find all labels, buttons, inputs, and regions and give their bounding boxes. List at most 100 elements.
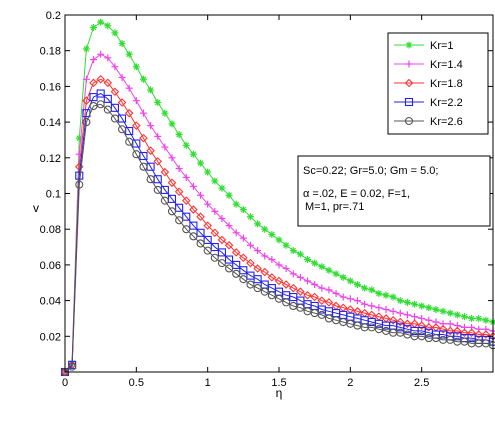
data-point [175, 216, 184, 225]
data-point [160, 167, 170, 177]
data-point [346, 277, 354, 285]
data-point [353, 297, 361, 305]
data-point [96, 89, 105, 98]
x-tick-label: 1 [205, 377, 211, 389]
data-point [396, 309, 404, 317]
data-point [90, 23, 98, 31]
data-point [438, 324, 448, 334]
data-point [68, 362, 77, 371]
data-point [196, 239, 205, 248]
data-point [274, 276, 284, 286]
data-point [339, 293, 347, 301]
data-point [396, 297, 404, 305]
data-point [460, 313, 468, 321]
data-point [175, 131, 183, 139]
data-point [181, 196, 191, 205]
data-point [203, 235, 212, 244]
data-point [439, 307, 447, 315]
data-point [174, 187, 184, 196]
data-point [232, 260, 241, 269]
data-point [446, 320, 454, 328]
legend-label: Kr=1.4 [430, 59, 463, 71]
data-point [204, 200, 212, 208]
legend-swatch-marker [404, 116, 414, 126]
data-point [225, 191, 233, 199]
data-point [189, 221, 198, 230]
data-point [453, 326, 462, 336]
data-point [167, 178, 177, 188]
data-point [203, 221, 212, 230]
data-point [197, 191, 205, 199]
data-point [274, 294, 284, 303]
data-point [253, 264, 262, 273]
data-point [403, 319, 412, 329]
data-point [310, 292, 319, 302]
data-point [182, 212, 191, 221]
data-point [382, 291, 390, 299]
series-line [64, 92, 494, 373]
data-point [346, 295, 354, 303]
data-point [225, 255, 234, 264]
data-point [382, 306, 390, 314]
data-point [232, 269, 241, 278]
data-point [132, 150, 141, 159]
data-point [189, 232, 198, 241]
x-tick-label: 0 [62, 377, 68, 389]
data-point [231, 248, 241, 257]
data-point [389, 307, 397, 315]
data-point [474, 330, 484, 339]
data-point [146, 146, 155, 155]
legend-swatch-marker [404, 78, 414, 88]
data-point [139, 109, 147, 117]
legend-swatch-marker [404, 97, 414, 107]
legend-item: Kr=2.2 [394, 97, 463, 109]
data-point [82, 45, 90, 53]
data-point [260, 267, 270, 277]
data-point [304, 256, 312, 264]
data-point [282, 241, 290, 249]
data-point [246, 258, 255, 268]
data-point [118, 125, 127, 134]
data-point [296, 250, 304, 258]
data-point [117, 98, 127, 107]
data-point [246, 213, 254, 221]
data-point [103, 78, 113, 88]
data-point [196, 212, 205, 221]
data-point [182, 225, 191, 234]
data-point [353, 281, 361, 289]
legend-swatch-marker [405, 41, 413, 49]
legend-item: Kr=1.8 [394, 78, 463, 90]
data-point [445, 326, 455, 336]
data-point [253, 275, 262, 284]
data-point [82, 75, 90, 83]
data-point [217, 248, 226, 257]
data-point [296, 287, 305, 296]
data-point [160, 196, 169, 205]
data-point [189, 205, 198, 214]
data-point [196, 228, 205, 237]
data-point [425, 304, 433, 312]
x-tick-label: 2.5 [414, 377, 429, 389]
data-point [110, 114, 119, 123]
data-point [182, 173, 190, 181]
data-point [411, 300, 419, 308]
data-point [325, 286, 333, 294]
data-point [82, 96, 91, 105]
data-point [90, 56, 98, 64]
y-tick-label: 0.12 [40, 153, 61, 165]
data-point [210, 243, 219, 252]
data-point [332, 270, 340, 278]
data-point [211, 177, 219, 185]
data-point [425, 316, 433, 324]
annotation-line-1: Sc=0.22; Gr=5.0; Gm = 5.0; [303, 165, 438, 177]
data-point [239, 266, 248, 275]
data-point [225, 264, 234, 273]
data-point [132, 121, 141, 130]
data-point [218, 184, 226, 192]
legend-label: Kr=1 [430, 40, 454, 52]
data-point [110, 87, 120, 97]
data-point [211, 207, 219, 215]
y-axis-label: v [33, 201, 39, 215]
y-tick-label: 0.06 [40, 260, 61, 272]
